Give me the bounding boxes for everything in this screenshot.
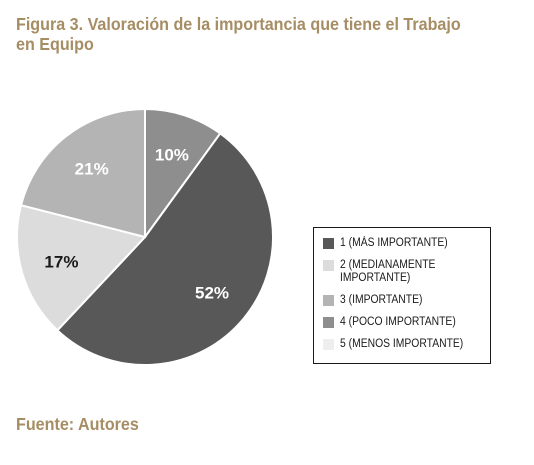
- legend-item: 1 (MÁS IMPORTANTE): [323, 237, 490, 250]
- legend-swatch-2: [323, 260, 334, 271]
- pie-slice-label: 21%: [75, 159, 109, 178]
- legend-swatch-1: [323, 238, 334, 249]
- legend-label: 5 (MENOS IMPORTANTE): [340, 338, 464, 350]
- legend-label: 2 (MEDIANAMENTE IMPORTANTE): [340, 259, 436, 284]
- pie-slice-label: 52%: [195, 283, 229, 302]
- legend-label: 4 (POCO IMPORTANTE): [340, 316, 456, 328]
- source-caption: Fuente: Autores: [16, 414, 139, 434]
- legend-swatch-5: [323, 339, 334, 350]
- pie-slice-labels: 10% 52% 17% 21%: [44, 145, 229, 302]
- legend-label: 3 (IMPORTANTE): [340, 294, 423, 306]
- legend-label: 1 (MÁS IMPORTANTE): [340, 237, 448, 249]
- pie-slice: [19, 107, 146, 239]
- pie-slices: [16, 107, 275, 366]
- figure-title: Figura 3. Valoración de la importancia q…: [16, 14, 461, 54]
- legend-item: 2 (MEDIANAMENTE IMPORTANTE): [323, 259, 490, 285]
- legend-item: 5 (MENOS IMPORTANTE): [323, 338, 490, 351]
- pie-slice-label: 17%: [44, 252, 78, 271]
- pie-slice-label: 10%: [155, 145, 189, 164]
- legend: 1 (MÁS IMPORTANTE) 2 (MEDIANAMENTE IMPOR…: [313, 227, 491, 364]
- pie-slice: [55, 132, 275, 366]
- legend-swatch-4: [323, 317, 334, 328]
- legend-item: 4 (POCO IMPORTANTE): [323, 316, 490, 329]
- legend-item: 3 (IMPORTANTE): [323, 294, 490, 307]
- pie-slice: [16, 203, 147, 332]
- legend-swatch-3: [323, 295, 334, 306]
- pie-slice: [144, 107, 222, 241]
